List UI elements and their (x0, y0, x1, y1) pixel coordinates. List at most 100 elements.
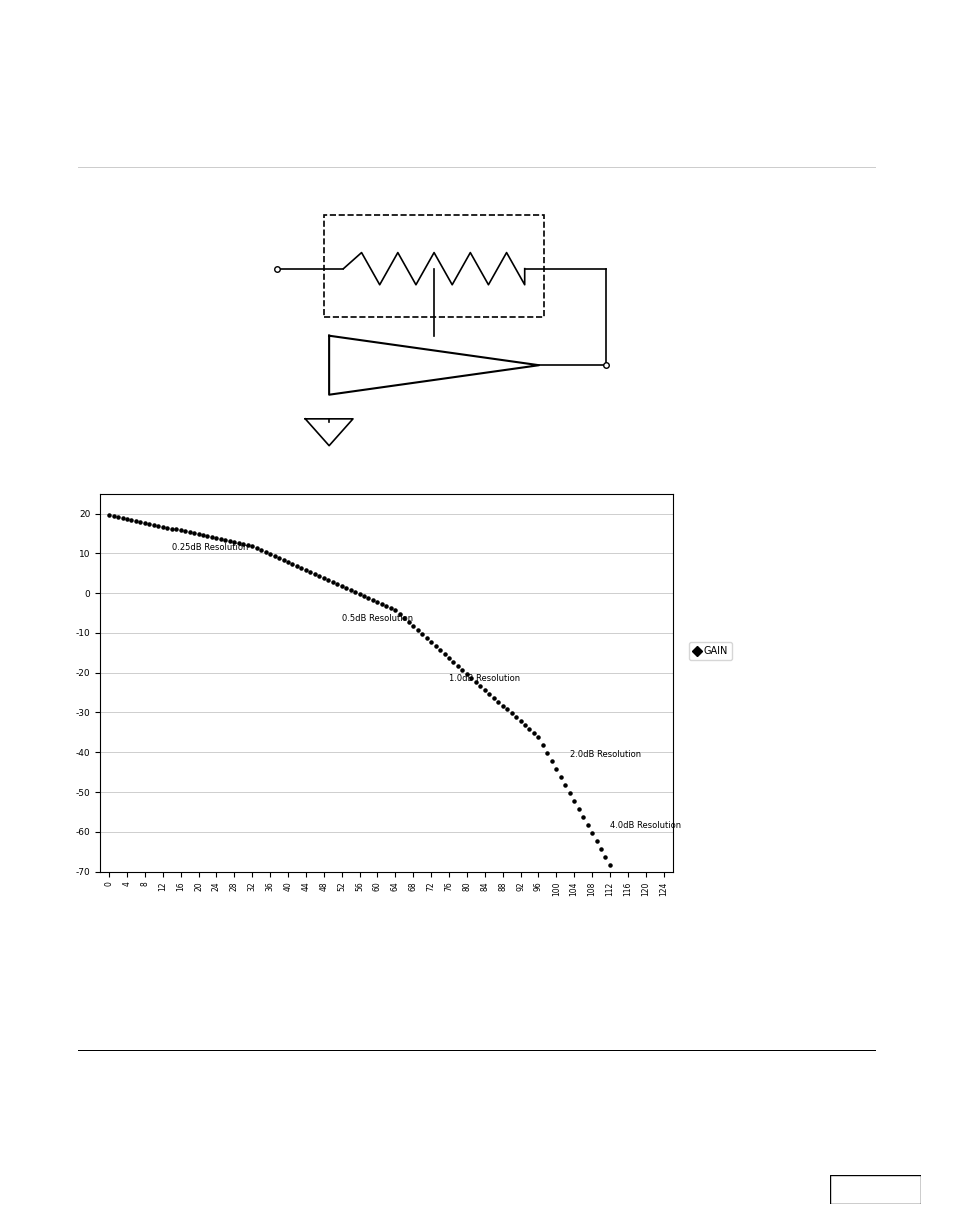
Point (414, 624, 429, 644)
Point (378, 596, 394, 616)
Point (642, 998, 658, 1018)
Text: 0.5dB Resolution: 0.5dB Resolution (341, 614, 413, 623)
Point (204, 528, 219, 547)
Point (177, 522, 193, 541)
Point (302, 562, 317, 581)
Point (579, 816, 595, 835)
Point (360, 589, 375, 608)
Point (458, 664, 474, 684)
Point (571, 800, 586, 819)
Point (329, 574, 344, 594)
Point (244, 536, 259, 556)
Point (195, 525, 211, 545)
Point (584, 823, 599, 842)
Point (588, 831, 603, 851)
Point (334, 577, 349, 596)
Bar (324, 215, 543, 317)
Point (186, 524, 201, 544)
Point (557, 775, 572, 795)
Point (285, 555, 300, 574)
Point (365, 590, 380, 610)
Point (481, 684, 497, 703)
Point (455, 659, 470, 679)
Text: 4.0dB Resolution: 4.0dB Resolution (609, 822, 680, 830)
Point (275, 551, 291, 570)
Point (137, 513, 152, 533)
Point (432, 640, 447, 659)
Point (106, 506, 121, 525)
Point (356, 586, 372, 606)
Point (347, 583, 362, 602)
Point (468, 672, 483, 691)
Point (428, 636, 443, 656)
Point (601, 855, 617, 874)
Point (164, 519, 179, 539)
Point (307, 564, 322, 584)
Point (476, 680, 492, 700)
Legend: GAIN: GAIN (688, 642, 731, 659)
Point (172, 521, 188, 540)
Point (312, 567, 327, 586)
Point (370, 592, 385, 612)
Point (320, 570, 335, 590)
Point (624, 935, 639, 954)
Point (209, 529, 224, 549)
Point (294, 558, 309, 578)
Point (200, 527, 215, 546)
Point (396, 608, 412, 628)
Point (111, 507, 126, 527)
Point (566, 791, 581, 811)
Point (298, 561, 314, 580)
Point (472, 675, 487, 695)
Point (213, 530, 229, 550)
Point (289, 557, 304, 577)
Point (231, 534, 246, 553)
Point (436, 644, 452, 663)
Point (521, 719, 537, 739)
Point (530, 728, 545, 747)
Point (271, 549, 286, 568)
Point (249, 539, 264, 558)
Point (101, 505, 116, 524)
Point (611, 886, 626, 906)
Point (638, 983, 653, 1002)
Point (499, 700, 515, 719)
Point (575, 807, 590, 826)
Point (633, 967, 648, 986)
Point (343, 580, 358, 600)
Point (262, 545, 277, 564)
Point (629, 951, 644, 970)
Point (169, 519, 184, 539)
Point (280, 552, 295, 572)
Point (517, 716, 532, 735)
Point (553, 768, 568, 787)
Point (257, 542, 273, 562)
Point (486, 688, 501, 707)
Point (619, 919, 635, 939)
Point (374, 595, 389, 614)
Point (352, 584, 367, 603)
Point (155, 517, 171, 536)
Point (159, 518, 174, 538)
Point (656, 1046, 671, 1065)
Point (463, 668, 478, 688)
Point (513, 712, 528, 731)
Point (405, 616, 420, 636)
Point (338, 578, 354, 597)
Point (119, 508, 134, 528)
Point (543, 751, 558, 770)
Point (593, 839, 608, 858)
Point (114, 508, 130, 528)
Point (423, 633, 438, 652)
Point (598, 847, 613, 867)
Point (410, 620, 425, 640)
Point (508, 708, 523, 728)
Point (151, 516, 166, 535)
Point (561, 784, 577, 803)
Point (441, 649, 456, 668)
Point (191, 524, 206, 544)
Point (182, 523, 197, 542)
Point (240, 535, 255, 555)
Point (267, 546, 282, 566)
Point (526, 724, 541, 744)
